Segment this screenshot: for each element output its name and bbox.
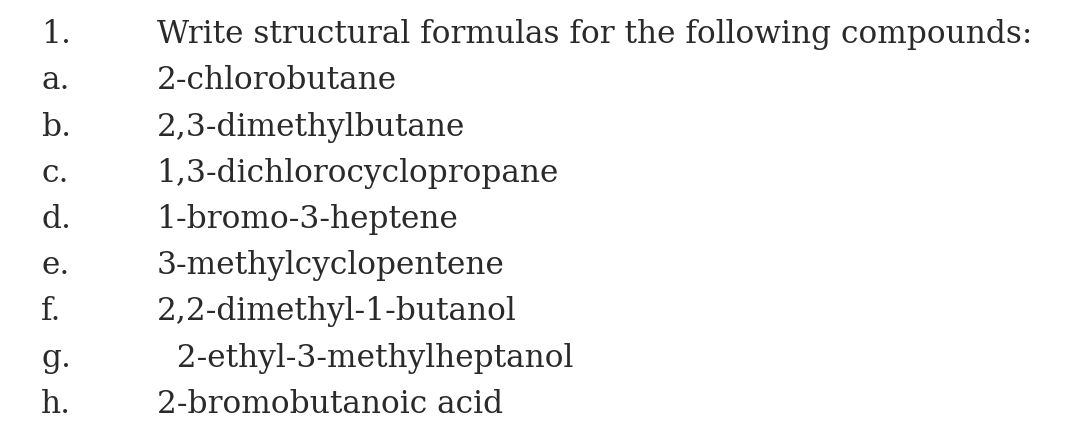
Text: f.: f.	[41, 296, 62, 327]
Text: d.: d.	[41, 204, 71, 235]
Text: 2-ethyl-3-methylheptanol: 2-ethyl-3-methylheptanol	[157, 343, 573, 374]
Text: g.: g.	[41, 343, 71, 374]
Text: a.: a.	[41, 65, 69, 96]
Text: 2,3-dimethylbutane: 2,3-dimethylbutane	[157, 112, 465, 142]
Text: Write structural formulas for the following compounds:: Write structural formulas for the follow…	[157, 19, 1032, 50]
Text: 1.: 1.	[41, 19, 71, 50]
Text: 2,2-dimethyl-1-butanol: 2,2-dimethyl-1-butanol	[157, 296, 516, 327]
Text: 1-bromo-3-heptene: 1-bromo-3-heptene	[157, 204, 459, 235]
Text: e.: e.	[41, 250, 69, 281]
Text: 2-chlorobutane: 2-chlorobutane	[157, 65, 396, 96]
Text: 3-methylcyclopentene: 3-methylcyclopentene	[157, 250, 504, 281]
Text: c.: c.	[41, 158, 68, 189]
Text: b.: b.	[41, 112, 71, 142]
Text: 2-bromobutanoic acid: 2-bromobutanoic acid	[157, 389, 502, 420]
Text: h.: h.	[41, 389, 71, 420]
Text: 1,3-dichlorocyclopropane: 1,3-dichlorocyclopropane	[157, 158, 559, 189]
